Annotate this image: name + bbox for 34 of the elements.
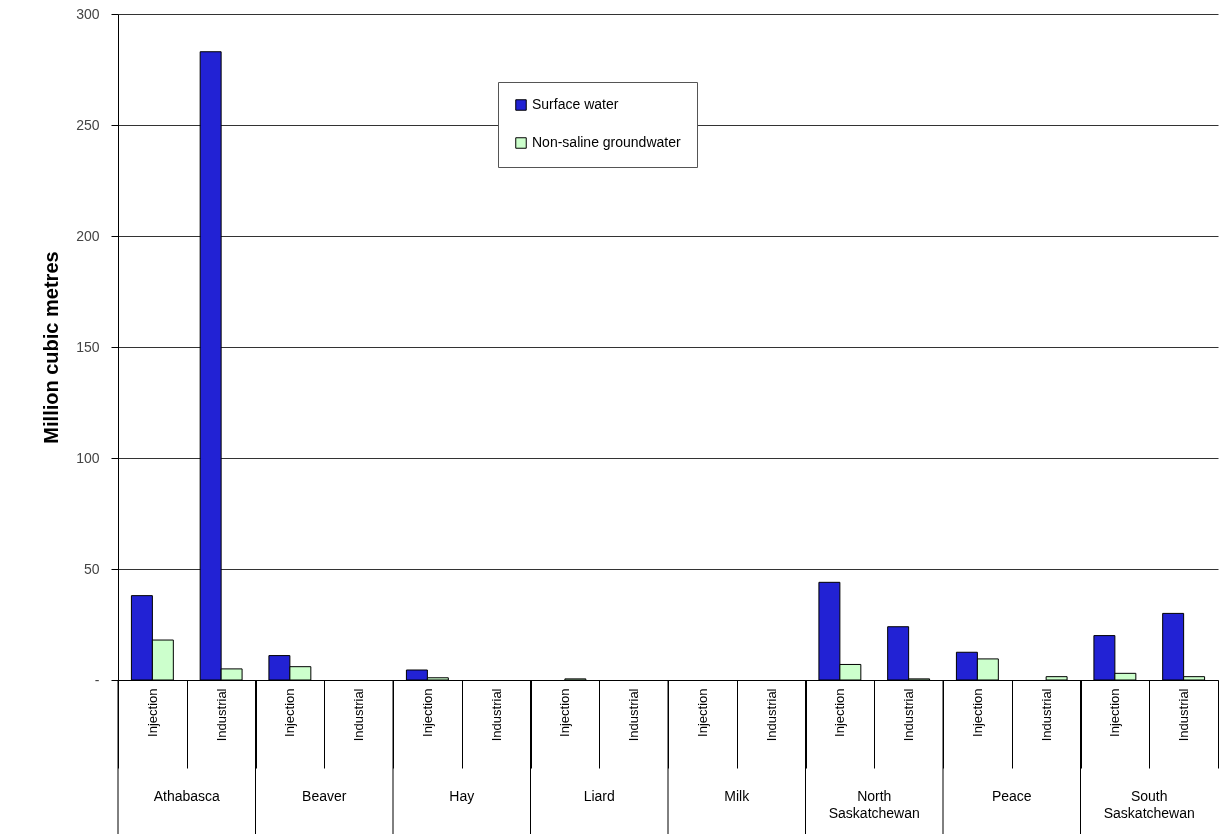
text: Beaver xyxy=(302,788,347,804)
x-tick-label: Injection xyxy=(419,688,435,737)
y-tick-label: 100 xyxy=(76,449,100,466)
y-tick-label: - xyxy=(94,671,100,688)
y-tick-label: 150 xyxy=(76,338,100,355)
x-tick-label: Industrial xyxy=(626,688,642,742)
x-tick-label: Injection xyxy=(557,688,573,737)
x-tick-label: Injection xyxy=(832,688,848,737)
x-tick-label: Injection xyxy=(282,688,298,737)
text: Milk xyxy=(724,788,751,804)
x-tick-label: Injection xyxy=(969,688,985,737)
x-tick-label: Industrial xyxy=(1038,688,1054,742)
legend-label: Non-saline groundwater xyxy=(532,134,681,150)
text: North Saskatchewan xyxy=(828,788,920,821)
x-tick-label: Industrial xyxy=(901,688,917,742)
x-tick-label: Injection xyxy=(1107,688,1123,737)
x-tick-label: Industrial xyxy=(213,688,229,742)
x-tick-label: Injection xyxy=(144,688,160,737)
y-tick-label: 200 xyxy=(76,227,100,244)
y-tick-label: 250 xyxy=(76,116,100,133)
text: Athabasca xyxy=(153,788,221,804)
x-tick-label: Industrial xyxy=(351,688,367,742)
x-tick-label: Industrial xyxy=(488,688,504,742)
y-axis-title: Million cubic metres xyxy=(40,251,63,444)
y-tick-label: 50 xyxy=(83,560,100,577)
x-tick-label: Industrial xyxy=(763,688,779,742)
text: South Saskatchewan xyxy=(1103,788,1195,821)
x-tick-label: Injection xyxy=(694,688,710,737)
legend-label: Surface water xyxy=(532,96,619,112)
text: Liard xyxy=(583,788,615,804)
x-tick-label: Industrial xyxy=(1176,688,1192,742)
text: Peace xyxy=(991,788,1032,804)
text: Hay xyxy=(449,788,475,804)
y-tick-label: 300 xyxy=(76,5,100,22)
